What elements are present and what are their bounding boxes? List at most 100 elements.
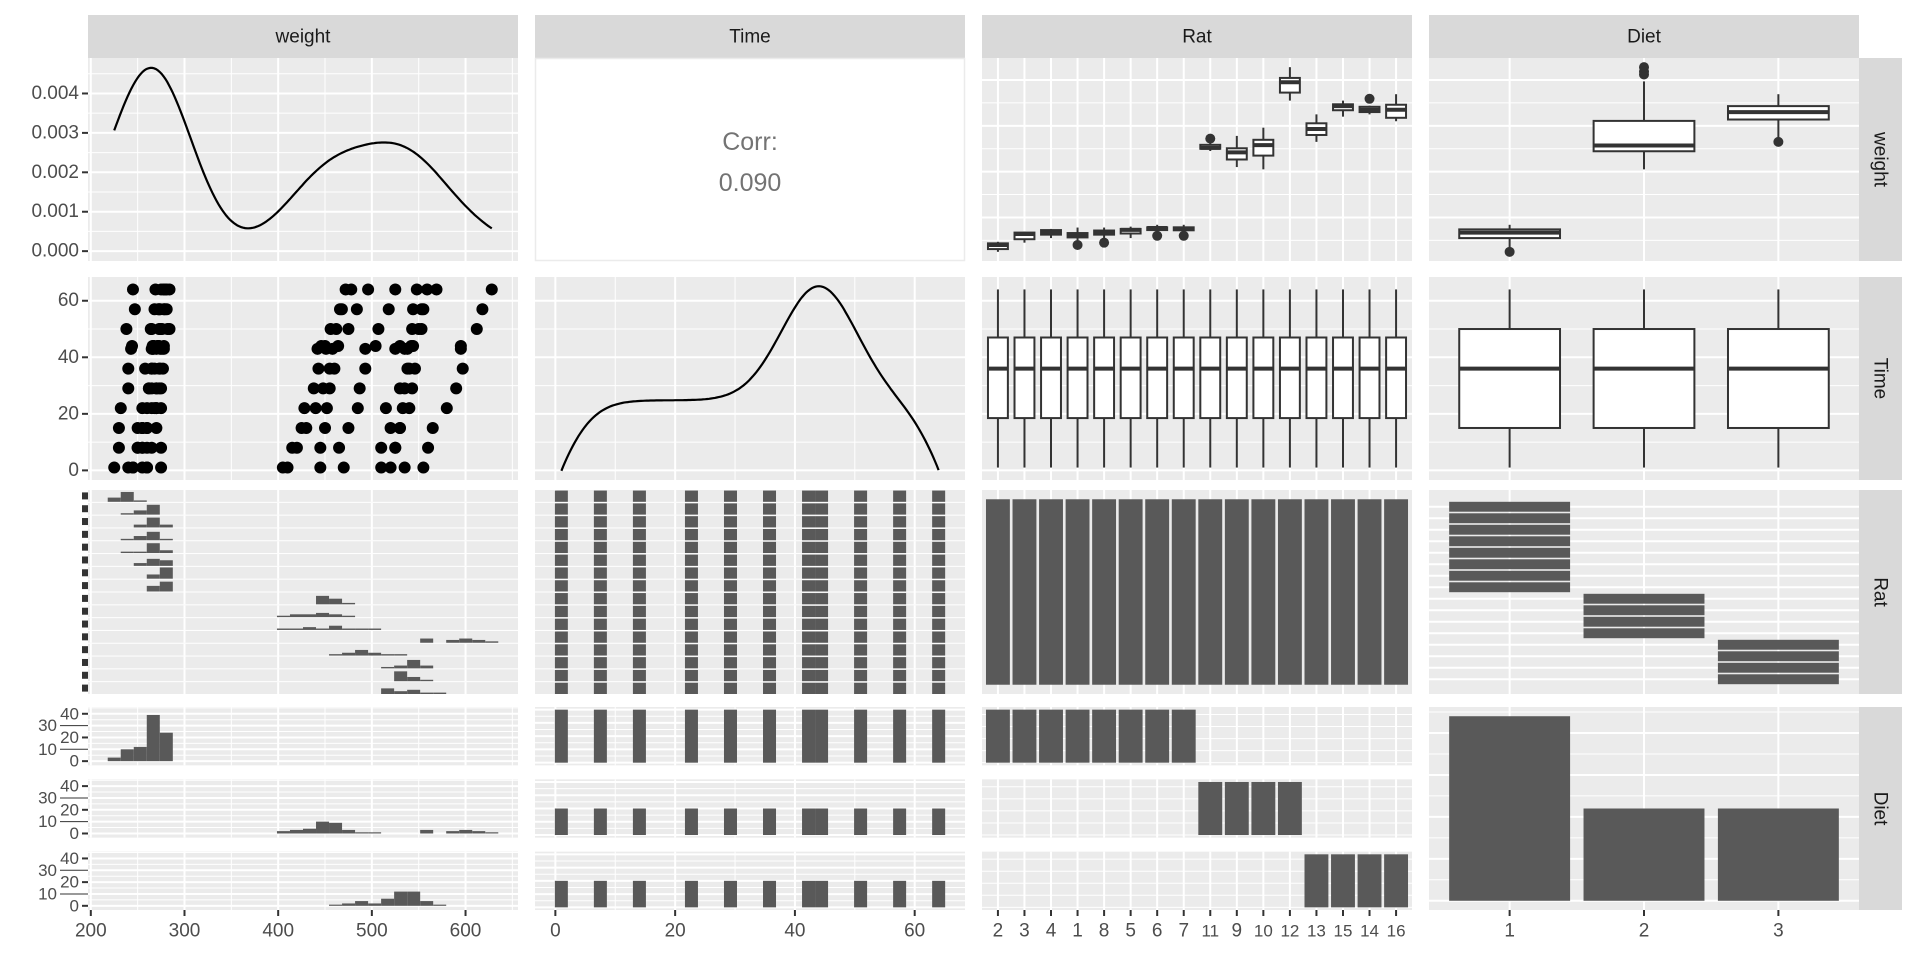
histogram-bar (329, 822, 343, 834)
y-axis-label: 0.001 (31, 201, 79, 222)
histogram-bar (763, 593, 777, 605)
x-axis-label-rat: 13 (1307, 922, 1326, 941)
histogram-bar (342, 652, 356, 656)
histogram-bar (723, 618, 737, 630)
histogram-bar (329, 598, 343, 605)
scatter-point (276, 461, 289, 474)
histogram-bar (159, 581, 173, 592)
y-axis-label: 0 (70, 824, 79, 843)
histogram-bar (684, 490, 698, 502)
column-strip-diet: Diet (1429, 15, 1859, 58)
histogram-bar (355, 628, 369, 630)
scatter-point (141, 461, 154, 474)
facet-background (88, 656, 518, 669)
x-axis-label-rat: 10 (1254, 922, 1273, 941)
facet-rat-1 (88, 528, 518, 541)
x-axis-label-rat: 14 (1360, 922, 1379, 941)
x-axis-label-time: 40 (784, 921, 805, 942)
histogram-bar (120, 491, 134, 502)
scatter-point (320, 402, 333, 415)
histogram-bar (815, 541, 829, 554)
histogram-bar (289, 614, 303, 618)
histogram-bar (815, 503, 829, 515)
histogram-bar (815, 554, 829, 566)
histogram-bar (632, 618, 646, 630)
count-bar (1198, 781, 1223, 836)
facet-rat-3 (535, 502, 965, 515)
column-strip-time: Time (535, 15, 965, 58)
histogram-bar (854, 880, 868, 908)
histogram-bar (802, 631, 816, 643)
histogram-bar (815, 516, 829, 528)
box (1093, 336, 1116, 420)
scatter-point (379, 402, 392, 415)
outlier-point (1205, 133, 1216, 144)
x-axis-label-diet: 3 (1773, 921, 1784, 942)
boxplot (1225, 135, 1248, 168)
histogram-bar (854, 605, 868, 618)
histogram-bar (159, 524, 173, 528)
x-axis-label-time: 20 (665, 921, 686, 942)
histogram-bar (146, 574, 160, 579)
scatter-point (384, 461, 397, 474)
histogram-bar (684, 516, 698, 528)
scatter-point (401, 362, 414, 375)
histogram-bar (554, 682, 568, 694)
histogram-bar (632, 644, 646, 656)
histogram-bar (381, 898, 395, 906)
scatter-point (384, 421, 397, 434)
histogram-bar (120, 551, 134, 554)
facet-rat-14 (88, 669, 518, 682)
histogram-bar (763, 709, 777, 763)
boxplot (1278, 67, 1301, 101)
panel-weight-histograms-by-diet (88, 707, 518, 910)
histogram-bar (593, 490, 607, 502)
facet-background (982, 779, 1412, 838)
panel-rat-by-diet-bars (1429, 490, 1859, 694)
histogram-bar (368, 628, 382, 630)
boxplot (1358, 93, 1381, 115)
facet-rat-15 (88, 656, 518, 669)
histogram-bar (316, 612, 330, 618)
histogram-bar (802, 657, 816, 669)
scatter-point (415, 303, 428, 316)
panel-time-histograms-by-rat (535, 490, 965, 694)
boxplot (1592, 62, 1696, 170)
scatter-point (470, 323, 483, 336)
facet-rat-12 (535, 630, 965, 643)
facet-rat-8 (88, 541, 518, 554)
facet-rat-12 (88, 630, 518, 643)
histogram-bar (420, 638, 434, 643)
boxplot (1358, 289, 1381, 468)
scatter-point (362, 283, 375, 296)
boxplot (1093, 289, 1116, 468)
histogram-bar (802, 808, 816, 836)
facet-rat-16 (88, 682, 518, 694)
count-bar (1224, 499, 1249, 685)
panel-time-density (535, 277, 965, 480)
histogram-bar (593, 554, 607, 566)
count-bar (1171, 499, 1196, 685)
outlier-point (1639, 62, 1649, 73)
histogram-bar (159, 567, 173, 579)
histogram-bar (289, 829, 303, 834)
histogram-bar (146, 531, 160, 541)
scatter-point (319, 339, 332, 352)
histogram-bar (893, 541, 907, 554)
x-axis-label-weight: 600 (450, 921, 482, 942)
x-axis-label-rat: 2 (993, 921, 1004, 942)
histogram-bar (146, 504, 160, 515)
x-axis-label-time: 0 (550, 921, 561, 942)
count-bar (1583, 808, 1705, 901)
y-axis-label: 10 (38, 740, 57, 759)
histogram-bar (120, 749, 134, 762)
histogram-bar (593, 618, 607, 630)
histogram-bar (893, 880, 907, 908)
count-bar (1717, 662, 1839, 673)
histogram-bar (303, 614, 317, 618)
scatter-point (421, 283, 434, 296)
outlier-point (1504, 246, 1515, 257)
histogram-bar (446, 831, 460, 834)
histogram-bar (593, 808, 607, 836)
panel-weight-by-rat-boxplots (982, 58, 1412, 261)
